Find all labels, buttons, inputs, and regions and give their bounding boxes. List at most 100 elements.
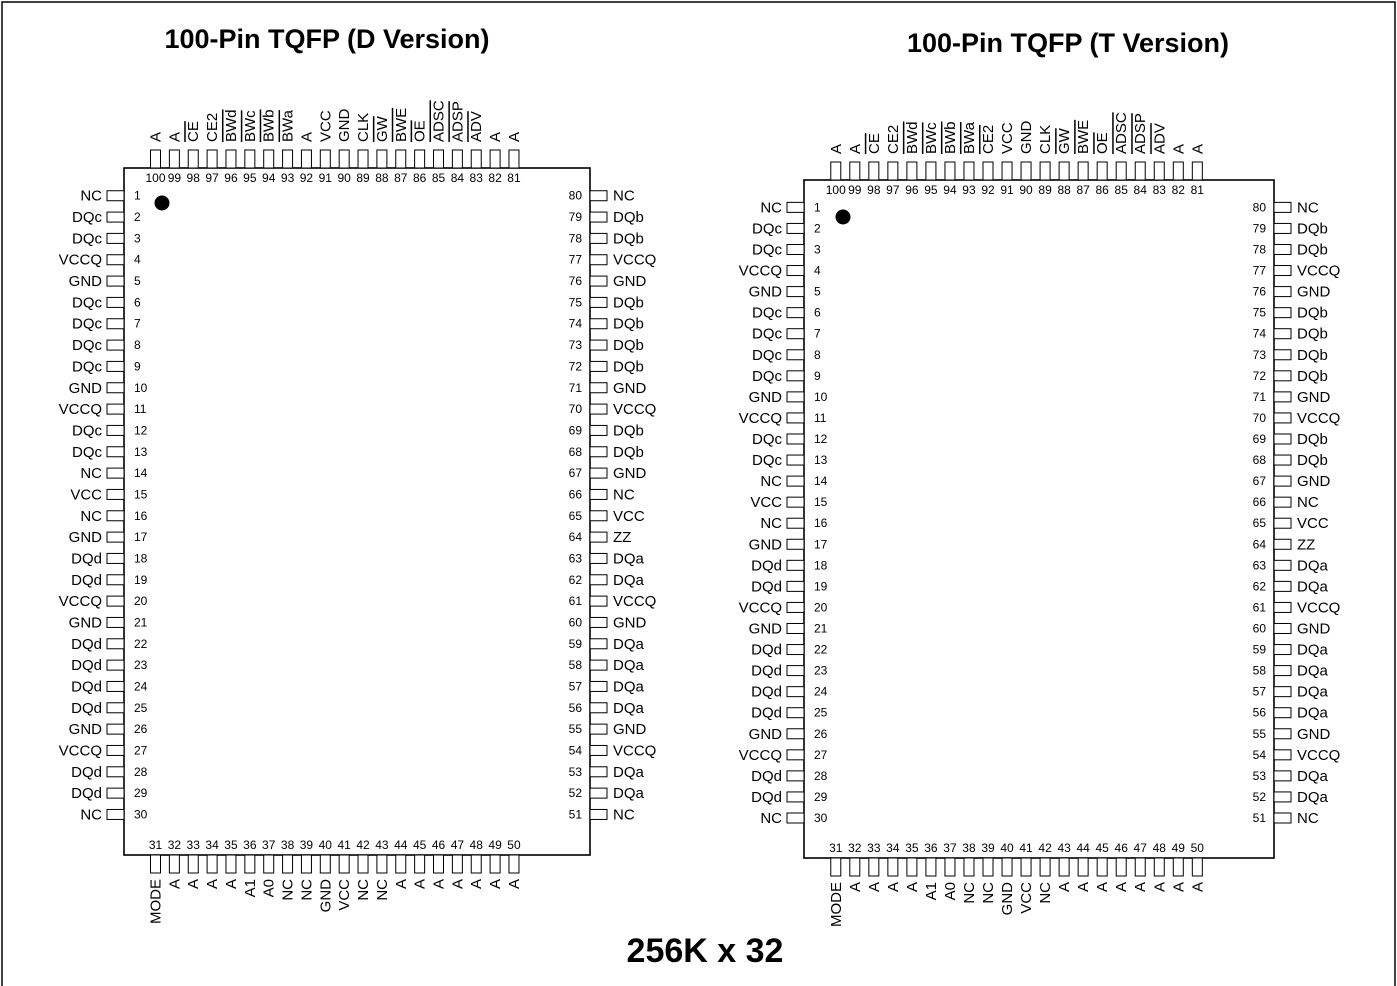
pin-number: 13 (814, 453, 828, 467)
pin-lead (786, 412, 805, 424)
pin-lead (589, 254, 608, 266)
pin-lead (786, 601, 805, 613)
pin-number: 2 (814, 221, 821, 235)
pin-lead (150, 854, 162, 874)
pin-lead (786, 454, 805, 466)
pin-number: 93 (281, 171, 295, 185)
pin-lead (925, 857, 937, 877)
pin-lead (1273, 728, 1292, 740)
pin-number: 90 (1019, 183, 1033, 197)
pin-lead (1273, 749, 1292, 761)
pin-signal-label: DQc (752, 431, 783, 448)
pin-number: 11 (814, 411, 827, 425)
pin-number: 46 (432, 838, 446, 852)
pin-signal-label: BWc (923, 122, 940, 154)
pin-lead (1273, 812, 1292, 824)
pin-number: 88 (375, 171, 389, 185)
pin-number: 55 (569, 722, 583, 736)
pin-lead (414, 149, 426, 169)
pin-signal-label: DQc (72, 444, 103, 461)
pin-signal-label: NC (80, 806, 102, 823)
pin-number: 97 (205, 171, 219, 185)
pin-number: 26 (814, 727, 828, 741)
pin-number: 36 (243, 838, 257, 852)
pin-signal-label: DQc (72, 316, 103, 333)
pin-lead (1001, 857, 1013, 877)
pin-number: 50 (507, 838, 521, 852)
chip-body (123, 167, 591, 856)
pin-number: 83 (470, 171, 484, 185)
pin-lead (786, 222, 805, 234)
pin-number: 91 (1000, 183, 1014, 197)
pin-lead (589, 296, 608, 308)
pin-lead (1153, 161, 1165, 181)
pin-number: 62 (1253, 579, 1267, 593)
pin-number: 94 (943, 183, 957, 197)
pin-number: 21 (134, 615, 148, 629)
pin-number: 56 (1253, 706, 1267, 720)
pin-lead (376, 149, 388, 169)
package-d-version: 100-Pin TQFP (D Version) NC 1 DQc 2 DQc 3 VCCQ 4… (59, 24, 657, 924)
pin-number: 53 (1253, 769, 1267, 783)
pin-signal-label: DQd (71, 550, 102, 567)
pin-signal-label: NC (980, 882, 997, 904)
pin-lead (589, 808, 608, 820)
pin-signal-label: A (1170, 144, 1187, 154)
pin-lead (106, 574, 125, 586)
pin-signal-label: DQd (71, 636, 102, 653)
pin-number: 18 (814, 558, 828, 572)
pin-number: 27 (134, 743, 148, 757)
pin-number: 58 (1253, 664, 1267, 678)
pin-lead (106, 702, 125, 714)
pin-signal-label: DQc (752, 452, 783, 469)
pin-lead (786, 559, 805, 571)
pin-lead (786, 286, 805, 298)
pin-signal-label: BWd (223, 109, 240, 142)
pin-lead (786, 475, 805, 487)
pin-number: 74 (1253, 327, 1267, 341)
pin-lead (1134, 857, 1146, 877)
pin-number: 64 (1253, 537, 1267, 551)
pin-number: 17 (134, 530, 148, 544)
pin-signal-label: VCCQ (1297, 747, 1340, 764)
pin-number: 54 (569, 743, 583, 757)
pin-lead (887, 857, 899, 877)
pin-signal-label: DQc (752, 220, 783, 237)
pin-number: 63 (569, 551, 583, 565)
pin-signal-label: DQd (751, 663, 782, 680)
pin-number: 6 (814, 306, 821, 320)
pin-number: 89 (356, 171, 370, 185)
pin-lead (395, 149, 407, 169)
chip-body (803, 179, 1275, 859)
pin-signal-label: A (904, 882, 921, 892)
pin-signal-label: GND (749, 536, 783, 553)
pin-number: 96 (224, 171, 238, 185)
pin-signal-label: DQa (613, 764, 645, 781)
pin-signal-label: A (204, 879, 221, 889)
pin-lead (1001, 161, 1013, 181)
pin-signal-label: NC (760, 473, 782, 490)
pin-signal-label: GND (613, 465, 647, 482)
pin-signal-label: DQb (613, 316, 644, 333)
pin-lead (1273, 601, 1292, 613)
pin-signal-label: A (1094, 882, 1111, 892)
pin-lead (225, 854, 237, 874)
pin-lead (1096, 161, 1108, 181)
pin-lead (589, 446, 608, 458)
pin-number: 32 (168, 838, 182, 852)
pin-lead (786, 370, 805, 382)
pin-number: 75 (569, 295, 583, 309)
pin-lead (786, 728, 805, 740)
pin-lead (786, 265, 805, 277)
pin-number: 27 (814, 748, 828, 762)
pin-lead (282, 149, 294, 169)
pin-lead (300, 854, 312, 874)
pin-lead (589, 232, 608, 244)
pin-signal-label: GND (749, 284, 783, 301)
pin-lead (1273, 349, 1292, 361)
pin-lead (106, 531, 125, 543)
pin-signal-label: ADSC (1113, 112, 1130, 154)
pin-lead (1273, 538, 1292, 550)
pin-signal-label: DQc (752, 305, 783, 322)
pin-lead (451, 854, 463, 874)
